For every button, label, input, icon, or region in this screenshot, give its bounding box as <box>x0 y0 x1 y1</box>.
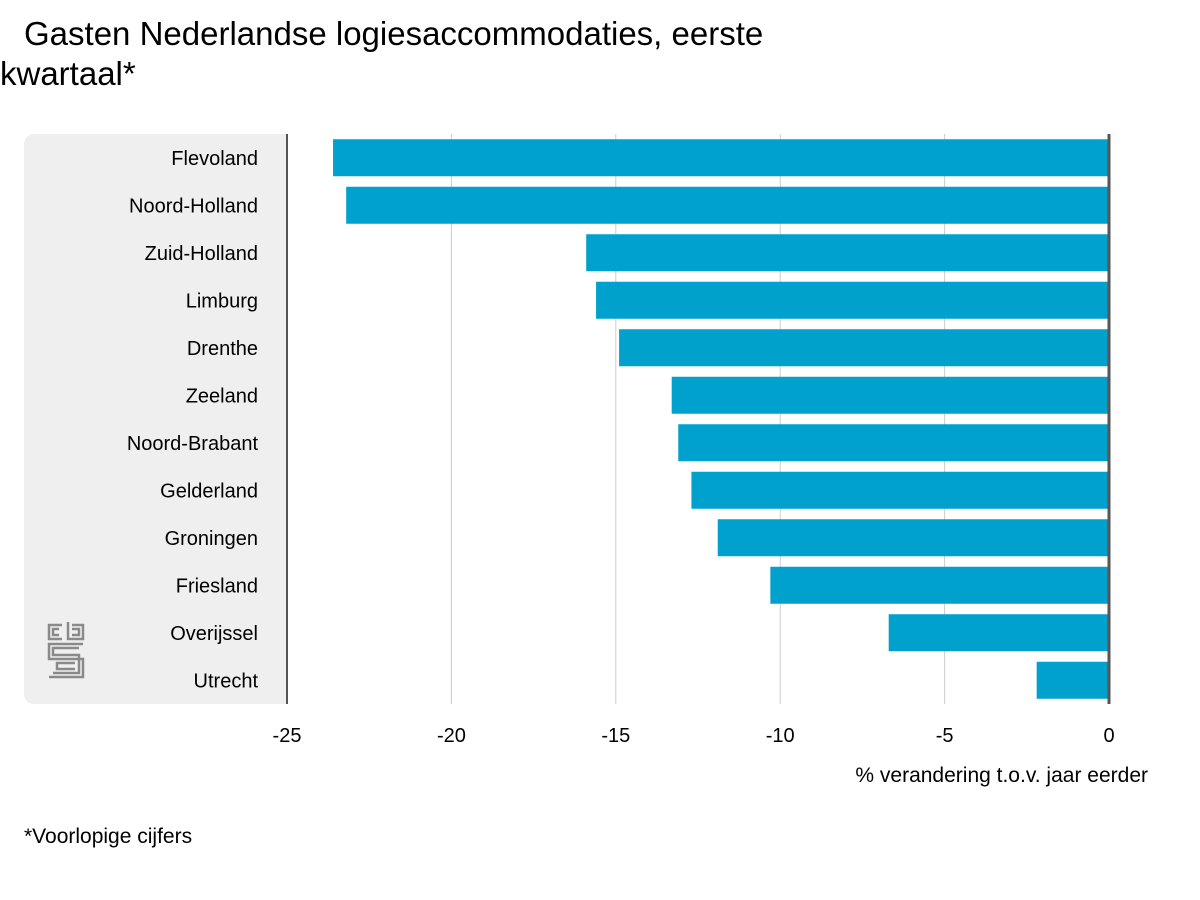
x-tick-label: -5 <box>936 725 954 747</box>
category-label: Drenthe <box>187 338 258 360</box>
category-label: Overijssel <box>170 623 258 645</box>
category-label: Noord-Brabant <box>127 433 259 455</box>
cbs-logo-icon <box>47 622 85 679</box>
bar-groningen <box>717 519 1109 557</box>
bar-utrecht <box>1036 661 1109 699</box>
bar-drenthe <box>619 329 1109 367</box>
bar-flevoland <box>333 139 1110 177</box>
footnote: *Voorlopige cijfers <box>24 825 193 848</box>
category-label: Zuid-Holland <box>145 243 258 265</box>
bar-noord-holland <box>346 186 1110 224</box>
x-tick-label: 0 <box>1103 725 1114 747</box>
chart-title: Gasten Nederlandse logiesaccommodaties, … <box>0 14 860 94</box>
bar-zeeland <box>671 376 1109 414</box>
category-label: Gelderland <box>160 480 258 502</box>
category-label: Utrecht <box>194 670 259 692</box>
category-label: Noord-Holland <box>129 195 258 217</box>
bar-gelderland <box>691 471 1109 509</box>
axes <box>286 134 1111 704</box>
x-tick-label: -15 <box>601 725 630 747</box>
chart-title-line-1: Gasten Nederlandse logiesaccommodaties, … <box>24 15 764 52</box>
x-tick-label: -10 <box>766 725 795 747</box>
x-axis-title: % verandering t.o.v. jaar eerder <box>855 764 1148 787</box>
category-labels: Flevoland Noord-Holland Zuid-Holland Limbur… <box>127 148 259 693</box>
category-label: Flevoland <box>171 148 258 170</box>
bar-overijssel <box>888 614 1109 652</box>
category-label: Zeeland <box>186 385 258 407</box>
x-tick-label: -20 <box>437 725 466 747</box>
category-label-panel <box>24 134 286 704</box>
category-label: Groningen <box>165 528 258 550</box>
bars <box>333 139 1110 699</box>
bar-noord-brabant <box>678 424 1109 462</box>
bar-friesland <box>770 566 1109 604</box>
bar-limburg <box>596 281 1109 319</box>
tick-labels: -25 -20 -15 -10 -5 0 <box>273 725 1115 747</box>
grid-lines <box>450 134 946 704</box>
chart-title-line-2: kwartaal* <box>0 55 136 92</box>
x-tick-label: -25 <box>273 725 302 747</box>
category-label: Limburg <box>186 290 258 312</box>
cbs-logo <box>46 622 86 680</box>
bar-zuid-holland <box>586 234 1109 272</box>
category-label: Friesland <box>176 575 258 597</box>
